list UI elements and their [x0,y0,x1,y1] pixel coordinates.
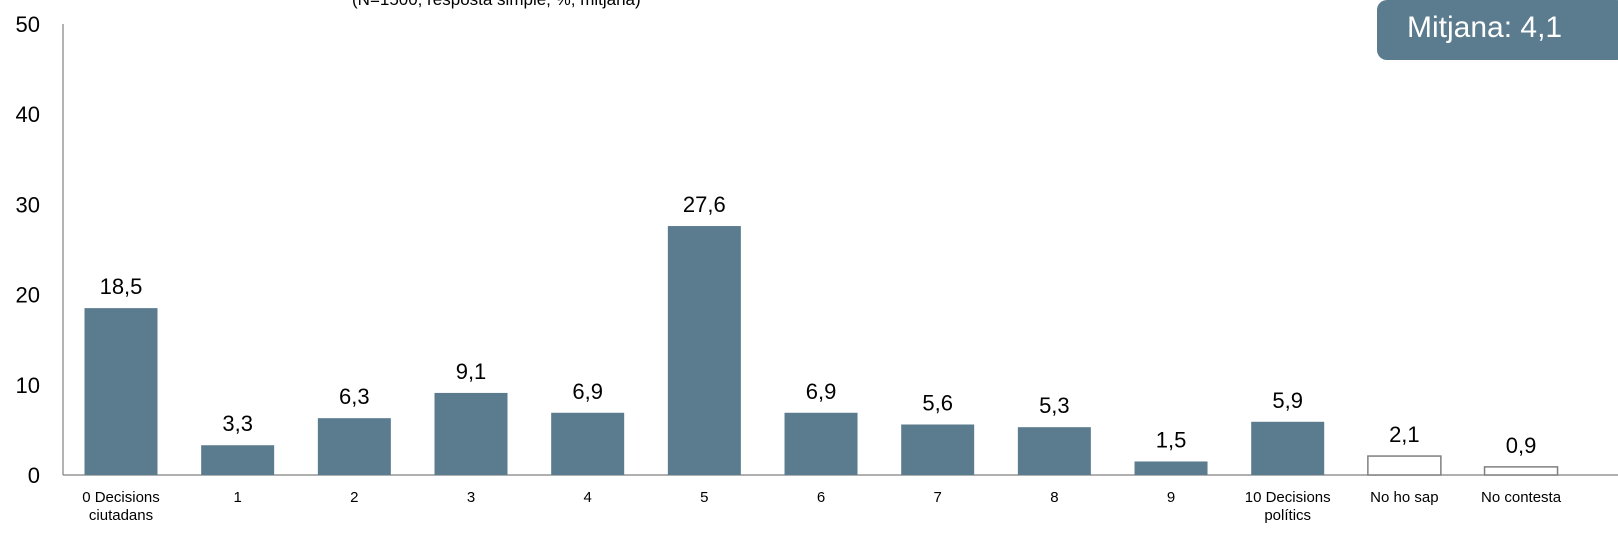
x-tick-label: 1 [233,489,241,506]
bar [1367,455,1442,476]
y-tick-label: 10 [16,373,40,398]
data-label: 5,3 [1039,393,1070,418]
x-tick-label: ciutadans [89,507,153,524]
y-tick-label: 30 [16,192,40,217]
x-tick-label: No ho sap [1370,489,1438,506]
x-tick-label: 7 [934,489,942,506]
data-label: 6,9 [572,379,603,404]
data-label: 6,9 [806,379,837,404]
bar [1134,461,1208,475]
data-label: 6,3 [339,384,370,409]
bar [1017,427,1091,475]
data-label: 9,1 [456,359,487,384]
bar [784,412,858,475]
bar [901,424,975,475]
data-label: 18,5 [100,274,143,299]
x-tick-label: 4 [584,489,592,506]
x-tick-label: polítics [1264,507,1311,524]
bar [201,445,275,475]
chart-subtitle: (N=1500; resposta simple; %; mitjana) [352,0,641,10]
mean-badge: Mitjana: 4,1 [1377,0,1618,60]
bar [551,412,625,475]
y-tick-label: 20 [16,283,40,308]
bar [434,392,508,475]
y-tick-label: 0 [28,463,40,488]
bar [1251,421,1325,475]
x-tick-label: 0 Decisions [82,489,160,506]
data-label: 5,6 [922,390,953,415]
x-tick-label: 8 [1050,489,1058,506]
y-tick-label: 50 [16,12,40,37]
bar [1483,466,1559,476]
data-label: 5,9 [1272,388,1303,413]
x-tick-label: 9 [1167,489,1175,506]
x-tick-label: 6 [817,489,825,506]
bar [317,418,391,475]
x-tick-label: 2 [350,489,358,506]
x-tick-label: No contesta [1481,489,1562,506]
x-tick-label: 10 Decisions [1245,489,1331,506]
data-label: 0,9 [1506,433,1537,458]
y-tick-label: 40 [16,102,40,127]
x-tick-label: 3 [467,489,475,506]
x-tick-label: 5 [700,489,708,506]
data-label: 27,6 [683,192,726,217]
bar [667,226,741,475]
data-label: 2,1 [1389,422,1420,447]
bar [84,308,158,475]
data-label: 3,3 [222,411,253,436]
data-label: 1,5 [1156,427,1187,452]
